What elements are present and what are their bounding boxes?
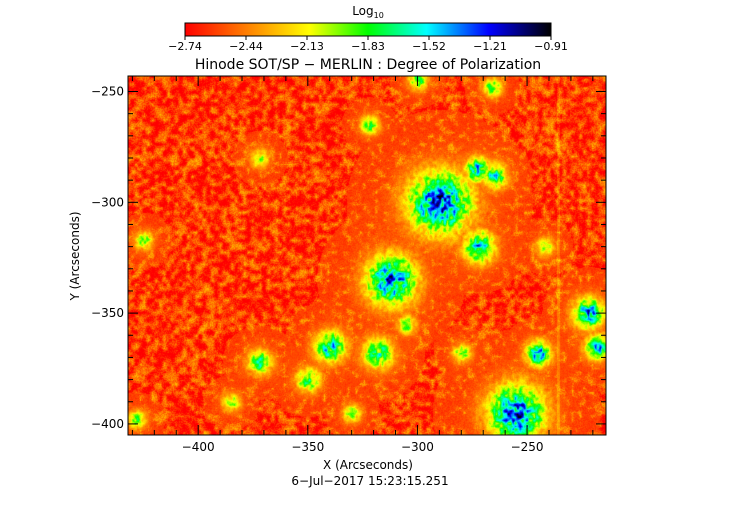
plot-frame: [127, 75, 607, 436]
colorbar-tick-label: −1.83: [351, 40, 385, 53]
y-tick-label: −400: [91, 417, 124, 431]
axis-ticks: −400 −350 −300 −250 −250 −300 −350 −400: [91, 76, 606, 454]
x-tick-label: −250: [511, 440, 544, 454]
date-stamp: 6−Jul−2017 15:23:15.251: [291, 474, 448, 488]
chart-title: Hinode SOT/SP − MERLIN : Degree of Polar…: [195, 57, 541, 73]
colorbar-ticks: −2.74 −2.44 −2.13 −1.83 −1.52 −1.21 −0.91: [168, 36, 568, 53]
x-tick-label: −300: [401, 440, 434, 454]
y-tick-label: −350: [91, 306, 124, 320]
colorbar-tick-label: −0.91: [534, 40, 568, 53]
colorbar-tick-label: −1.52: [412, 40, 446, 53]
heatmap-container: [128, 76, 606, 435]
colorbar-tick-label: −2.44: [229, 40, 263, 53]
x-axis-label: X (Arcseconds): [323, 458, 413, 472]
y-axis-label: Y (Arcseconds): [68, 211, 82, 301]
colorbar-tick-label: −2.13: [290, 40, 324, 53]
x-tick-label: −350: [291, 440, 324, 454]
colorbar-label: Log10: [352, 4, 384, 20]
colorbar-tick-label: −2.74: [168, 40, 202, 53]
x-tick-label: −400: [182, 440, 215, 454]
y-tick-label: −250: [91, 85, 124, 99]
heatmap-image: [128, 76, 606, 435]
y-tick-label: −300: [91, 195, 124, 209]
colorbar-tick-label: −1.21: [473, 40, 507, 53]
colorbar: [184, 22, 552, 37]
